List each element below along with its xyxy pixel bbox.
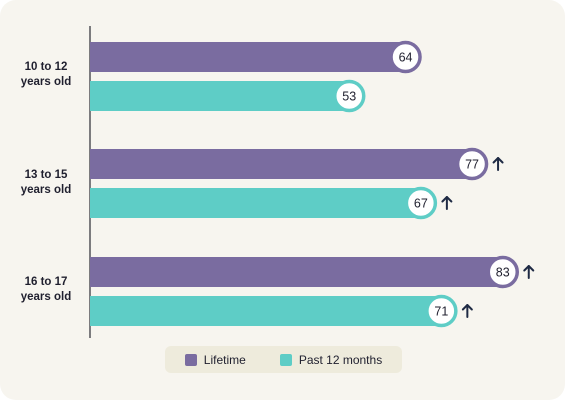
bar bbox=[90, 149, 473, 179]
value-badge bbox=[389, 40, 422, 74]
legend-swatch bbox=[184, 353, 197, 366]
up-arrow-icon bbox=[492, 157, 504, 171]
bar bbox=[90, 296, 442, 326]
category-label: 10 to 12 years old bbox=[20, 61, 72, 88]
data-label: 83 bbox=[496, 266, 510, 280]
bar bbox=[90, 81, 350, 111]
value-badge bbox=[486, 255, 520, 289]
legend-label: Lifetime bbox=[203, 352, 246, 367]
category-label: 16 to 17 years old bbox=[20, 276, 72, 303]
legend-item-lifetime: Lifetime bbox=[184, 352, 246, 367]
data-label: 64 bbox=[399, 51, 413, 65]
up-arrow-icon bbox=[523, 265, 535, 279]
value-badge bbox=[425, 294, 458, 328]
up-arrow-icon bbox=[461, 304, 473, 318]
data-label: 67 bbox=[414, 197, 428, 211]
bar bbox=[90, 188, 421, 218]
legend-swatch bbox=[279, 353, 292, 366]
legend-label: Past 12 months bbox=[298, 352, 383, 367]
legend-item-past-12-months: Past 12 months bbox=[279, 352, 383, 367]
value-badge bbox=[404, 186, 438, 220]
up-arrow-icon bbox=[441, 196, 453, 210]
bar bbox=[90, 257, 503, 287]
category-label: 13 to 15 years old bbox=[20, 169, 72, 196]
value-badge bbox=[332, 79, 366, 113]
data-label: 71 bbox=[434, 305, 448, 319]
data-label: 53 bbox=[342, 90, 356, 104]
bar bbox=[90, 42, 406, 72]
value-badge bbox=[455, 147, 489, 181]
legend: Lifetime Past 12 months bbox=[165, 346, 402, 373]
data-label: 77 bbox=[465, 158, 479, 172]
